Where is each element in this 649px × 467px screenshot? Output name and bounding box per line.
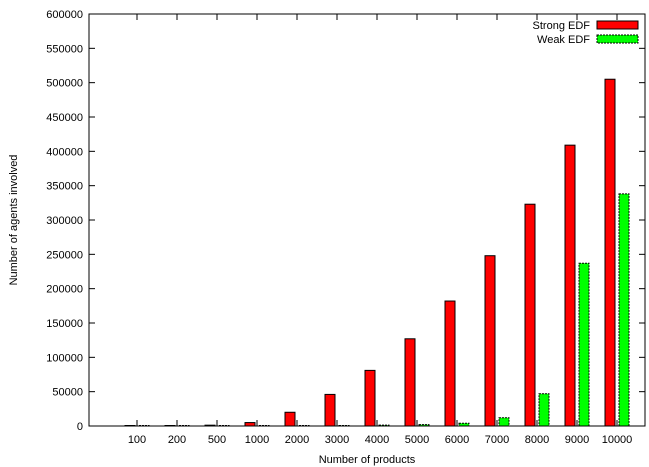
y-axis: 0 50000 100000 150000 200000 250000 300000 3500… [46, 9, 645, 433]
bar-weak-edf-7000 [498, 417, 510, 427]
x-tick-label: 8000 [525, 434, 549, 446]
x-tick-label: 100 [128, 434, 146, 446]
x-axis: 100 200 500 1000 2000 3000 4000 5000 6000 7000 800… [128, 14, 632, 446]
x-tick-label: 1000 [245, 434, 269, 446]
x-tick-label: 200 [168, 434, 186, 446]
y-tick-label: 300000 [46, 215, 83, 227]
x-tick-label: 10000 [602, 434, 633, 446]
x-tick-label: 5000 [405, 434, 429, 446]
bar-strong-edf-2000 [284, 411, 296, 427]
y-tick-label: 350000 [46, 181, 83, 193]
x-tick-label: 7000 [485, 434, 509, 446]
bar-strong-edf-1000 [244, 422, 256, 427]
bar-strong-edf-10000 [604, 78, 616, 427]
y-tick-label: 550000 [46, 43, 83, 55]
x-tick-label: 6000 [445, 434, 469, 446]
x-tick-label: 500 [208, 434, 226, 446]
x-tick-label: 4000 [365, 434, 389, 446]
legend: Strong EDF Weak EDF [533, 20, 639, 46]
legend-swatch-weak-edf [596, 34, 639, 44]
x-axis-title: Number of products [319, 454, 416, 466]
bar-weak-edf-10000 [618, 193, 630, 427]
plot-frame [88, 13, 646, 427]
y-tick-label: 100000 [46, 352, 83, 364]
legend-label-weak-edf: Weak EDF [537, 34, 590, 46]
bar-strong-edf-4000 [364, 369, 376, 427]
legend-swatch-strong-edf [596, 20, 639, 30]
bar-strong-edf-9000 [564, 144, 576, 427]
bar-strong-edf-3000 [324, 393, 336, 427]
bar-weak-edf-8000 [538, 393, 550, 427]
y-tick-label: 250000 [46, 249, 83, 261]
y-tick-label: 200000 [46, 284, 83, 296]
bar-strong-edf-7000 [484, 255, 496, 427]
y-tick-label: 600000 [46, 9, 83, 21]
bar-weak-edf-9000 [578, 262, 590, 427]
y-axis-title: Number of agents involved [8, 155, 20, 286]
x-tick-label: 3000 [325, 434, 349, 446]
bar-strong-edf-5000 [404, 338, 416, 427]
x-tick-label: 2000 [285, 434, 309, 446]
y-tick-label: 450000 [46, 112, 83, 124]
y-tick-label: 150000 [46, 318, 83, 330]
y-tick-label: 500000 [46, 78, 83, 90]
y-tick-label: 50000 [52, 387, 83, 399]
legend-label-strong-edf: Strong EDF [533, 20, 591, 32]
bar-strong-edf-6000 [444, 300, 456, 427]
y-tick-label: 0 [77, 421, 83, 433]
bar-strong-edf-8000 [524, 203, 536, 427]
bar-weak-edf-6000 [458, 422, 470, 427]
y-tick-label: 400000 [46, 146, 83, 158]
x-tick-label: 9000 [565, 434, 589, 446]
